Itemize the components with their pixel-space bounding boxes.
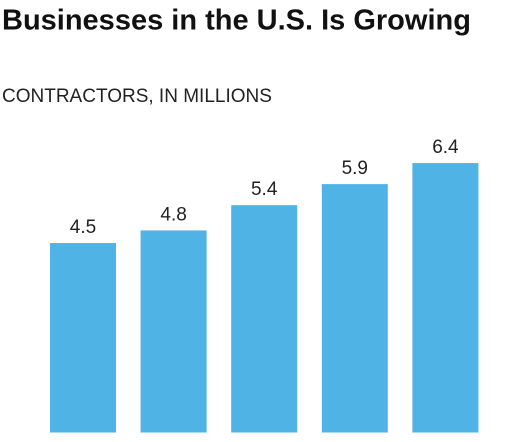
chart-title: Businesses in the U.S. Is Growing	[2, 5, 471, 37]
value-label: 5.4	[251, 179, 278, 200]
value-label: 4.5	[70, 217, 96, 238]
value-label: 4.8	[160, 204, 186, 225]
bar	[50, 243, 116, 433]
bar	[412, 163, 479, 433]
bar	[140, 230, 207, 433]
bars: 4.5 4.8 5.4 5.9 6.4	[50, 137, 479, 433]
value-label: 5.9	[342, 158, 368, 179]
value-label: 6.4	[432, 137, 459, 158]
chart-subtitle: CONTRACTORS, IN MILLIONS	[2, 86, 272, 107]
bar	[321, 184, 388, 433]
bar	[231, 205, 298, 433]
